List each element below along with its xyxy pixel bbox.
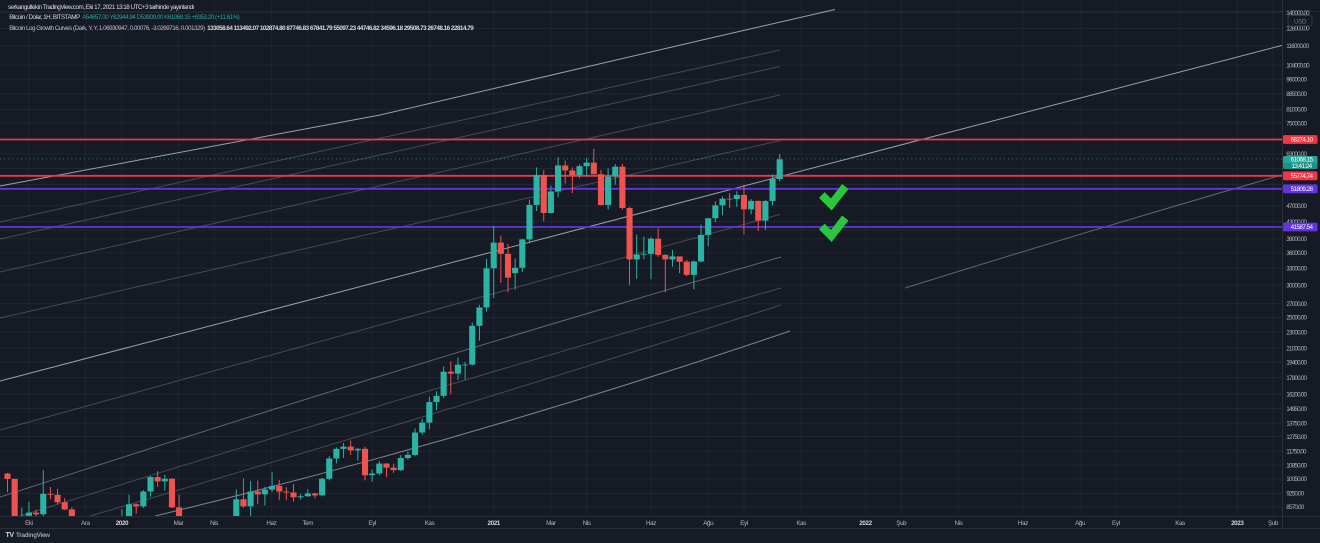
svg-text:Kas: Kas xyxy=(425,520,435,527)
svg-text:16200.00: 16200.00 xyxy=(1286,392,1307,399)
svg-text:2021: 2021 xyxy=(487,520,500,527)
svg-text:10050.00: 10050.00 xyxy=(1286,476,1307,483)
svg-text:Ağu: Ağu xyxy=(1075,520,1086,527)
svg-text:2023: 2023 xyxy=(1231,520,1244,527)
svg-text:Eyl: Eyl xyxy=(1112,520,1120,527)
svg-text:11750.00: 11750.00 xyxy=(1286,448,1307,455)
svg-text:9250.00: 9250.00 xyxy=(1286,491,1304,498)
svg-text:Eyl: Eyl xyxy=(368,520,376,527)
svg-text:47000.00: 47000.00 xyxy=(1286,203,1307,210)
svg-text:41587.54: 41587.54 xyxy=(1291,224,1314,231)
svg-text:27000.00: 27000.00 xyxy=(1286,301,1307,308)
svg-text:21000.00: 21000.00 xyxy=(1286,346,1307,353)
svg-text:Nis: Nis xyxy=(955,520,963,527)
svg-text:Haz: Haz xyxy=(1018,520,1028,527)
svg-text:Haz: Haz xyxy=(266,520,276,527)
svg-text:14950.00: 14950.00 xyxy=(1286,406,1307,413)
svg-text:36000.00: 36000.00 xyxy=(1286,250,1307,257)
svg-text:Nis: Nis xyxy=(583,520,591,527)
svg-text:39000.00: 39000.00 xyxy=(1286,236,1307,243)
svg-text:17800.00: 17800.00 xyxy=(1286,375,1307,382)
svg-text:25000.00: 25000.00 xyxy=(1286,315,1307,322)
svg-text:10850.00: 10850.00 xyxy=(1286,463,1307,470)
svg-text:Mar: Mar xyxy=(174,520,184,527)
svg-text:43000.00: 43000.00 xyxy=(1286,219,1307,226)
svg-text:8570.00: 8570.00 xyxy=(1286,504,1304,511)
svg-text:33000.00: 33000.00 xyxy=(1286,266,1307,273)
svg-text:140000.00: 140000.00 xyxy=(1286,10,1310,17)
svg-text:Şub: Şub xyxy=(896,520,907,527)
svg-text:96000.00: 96000.00 xyxy=(1286,77,1307,84)
svg-text:Haz: Haz xyxy=(646,520,656,527)
svg-text:Tem: Tem xyxy=(302,520,313,527)
svg-text:23000.00: 23000.00 xyxy=(1286,330,1307,337)
svg-text:104000.00: 104000.00 xyxy=(1286,62,1310,69)
svg-text:88500.00: 88500.00 xyxy=(1286,91,1307,98)
svg-text:51809.28: 51809.28 xyxy=(1291,186,1314,193)
svg-text:68274.10: 68274.10 xyxy=(1291,137,1314,144)
svg-text:Kas: Kas xyxy=(1175,520,1185,527)
svg-text:30000.00: 30000.00 xyxy=(1286,283,1307,290)
svg-text:13:41:24: 13:41:24 xyxy=(1291,163,1312,170)
svg-text:116000.00: 116000.00 xyxy=(1286,43,1309,50)
svg-text:19400.00: 19400.00 xyxy=(1286,360,1307,367)
svg-text:2020: 2020 xyxy=(116,520,129,527)
svg-text:Nis: Nis xyxy=(210,520,218,527)
svg-text:128000.00: 128000.00 xyxy=(1286,26,1310,33)
svg-text:63000.00: 63000.00 xyxy=(1286,151,1307,158)
svg-text:Ara: Ara xyxy=(81,520,90,527)
svg-text:61068.15: 61068.15 xyxy=(1291,156,1314,163)
svg-text:Şub: Şub xyxy=(1268,520,1279,527)
svg-text:81000.00: 81000.00 xyxy=(1286,107,1307,114)
svg-text:USD: USD xyxy=(1294,19,1307,26)
svg-text:12750.00: 12750.00 xyxy=(1286,434,1307,441)
svg-text:Eyl: Eyl xyxy=(740,520,748,527)
svg-text:Kas: Kas xyxy=(796,520,806,527)
svg-text:Eki: Eki xyxy=(25,520,33,527)
svg-text:75000.00: 75000.00 xyxy=(1286,120,1307,127)
svg-text:Ağu: Ağu xyxy=(703,520,714,527)
svg-text:Mar: Mar xyxy=(546,520,556,527)
svg-text:2022: 2022 xyxy=(859,520,872,527)
svg-text:55774.74: 55774.74 xyxy=(1291,173,1314,180)
svg-text:13750.00: 13750.00 xyxy=(1286,421,1307,428)
